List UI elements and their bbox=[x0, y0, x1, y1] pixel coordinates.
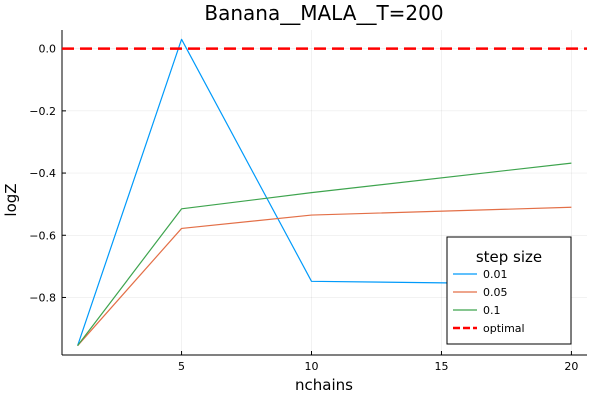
x-axis-label: nchains bbox=[295, 376, 353, 394]
legend-label-optimal: optimal bbox=[483, 322, 525, 335]
y-tick-label: −0.6 bbox=[29, 229, 56, 242]
legend-title: step size bbox=[476, 248, 542, 266]
legend: step size 0.01 0.05 0.1 optimal bbox=[446, 236, 572, 345]
y-tick-label: −0.2 bbox=[29, 105, 56, 118]
y-axis-label: logZ bbox=[2, 183, 20, 216]
series-layer bbox=[62, 38, 587, 347]
legend-label-0.1: 0.1 bbox=[483, 304, 501, 317]
y-tick-label: 0.0 bbox=[39, 43, 57, 56]
legend-box bbox=[446, 236, 572, 345]
series-line-0.01 bbox=[77, 38, 572, 346]
legend-label-0.05: 0.05 bbox=[483, 286, 508, 299]
legend-label-0.01: 0.01 bbox=[483, 268, 508, 281]
x-tick-label: 10 bbox=[305, 360, 319, 373]
y-tick-label: −0.8 bbox=[29, 291, 56, 304]
series-line-0.1 bbox=[77, 162, 572, 347]
x-tick-label: 5 bbox=[178, 360, 185, 373]
series-line-0.05 bbox=[77, 206, 572, 347]
axes: 5 10 15 20 0.0 −0.2 −0.4 −0.6 −0.8 bbox=[29, 30, 587, 373]
chart-title: Banana__MALA__T=200 bbox=[204, 1, 443, 25]
x-tick-label: 20 bbox=[564, 360, 578, 373]
x-tick-label: 15 bbox=[434, 360, 448, 373]
y-tick-label: −0.4 bbox=[29, 167, 56, 180]
